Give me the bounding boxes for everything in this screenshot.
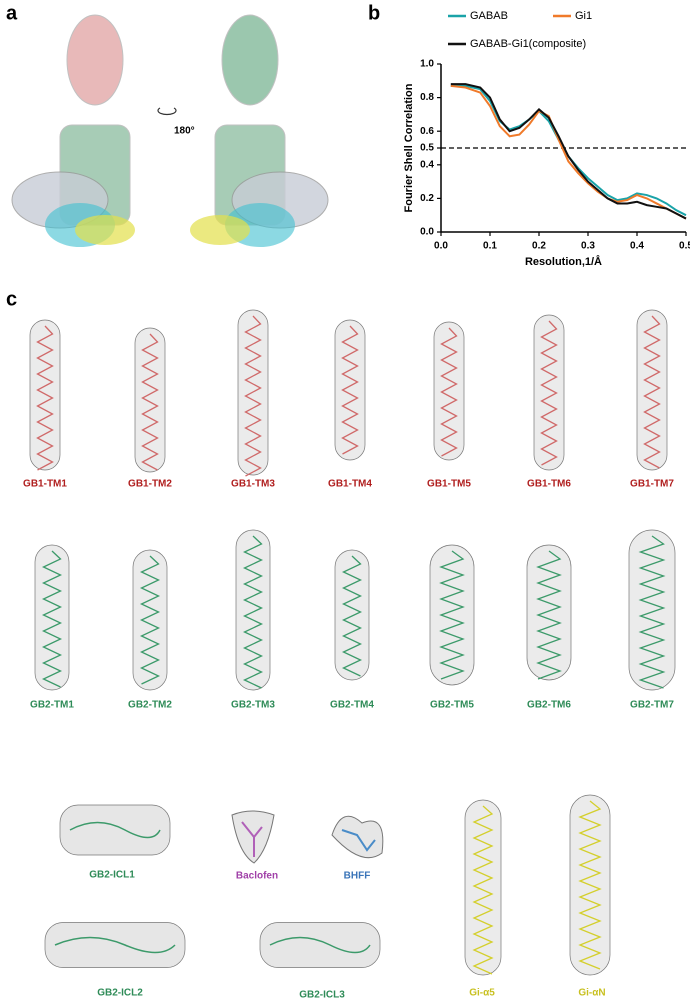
model xyxy=(638,535,666,689)
model xyxy=(643,315,661,469)
model xyxy=(540,320,558,466)
density xyxy=(190,215,250,245)
density xyxy=(433,321,465,461)
density xyxy=(134,327,166,473)
rotation-arrow xyxy=(157,107,177,116)
density xyxy=(636,309,668,471)
rotation-label: 180° xyxy=(174,126,195,137)
model xyxy=(54,936,176,954)
x-tick-label: 0.3 xyxy=(581,241,595,252)
model xyxy=(341,555,363,677)
density xyxy=(66,14,124,106)
density xyxy=(34,544,70,691)
density xyxy=(59,804,171,856)
label: GB2-TM3 xyxy=(231,700,275,711)
y-tick-label: 0.5 xyxy=(420,143,434,154)
model xyxy=(141,333,159,471)
x-tick-label: 0.2 xyxy=(532,241,546,252)
density xyxy=(132,549,168,691)
label: GB2-ICL1 xyxy=(89,870,135,881)
density xyxy=(334,549,370,681)
density xyxy=(44,922,186,968)
model xyxy=(536,550,562,680)
panel-label: b xyxy=(368,2,380,24)
model xyxy=(440,327,458,457)
density xyxy=(628,529,676,691)
x-tick-label: 0.1 xyxy=(483,241,497,252)
panel-label: a xyxy=(6,2,18,24)
model xyxy=(578,800,602,970)
line xyxy=(450,84,687,217)
y-tick-label: 0.8 xyxy=(420,92,434,103)
density xyxy=(526,544,572,681)
y-tick-label: 0.2 xyxy=(420,193,434,204)
model xyxy=(341,829,376,852)
legend-label: GABAB xyxy=(470,10,508,22)
model xyxy=(241,821,263,857)
x-tick-label: 0.5 xyxy=(679,241,690,252)
line xyxy=(450,84,687,220)
density xyxy=(75,215,135,245)
legend-label: Gi1 xyxy=(575,10,592,22)
legend-label: GABAB-Gi1(composite) xyxy=(470,38,586,50)
model xyxy=(36,325,54,471)
density-maps xyxy=(11,14,676,976)
density xyxy=(429,544,475,686)
label: GB1-TM3 xyxy=(231,479,275,490)
x-tick-label: 0.4 xyxy=(630,241,644,252)
y-tick-label: 0.4 xyxy=(420,159,434,170)
label: Baclofen xyxy=(236,871,278,882)
label: GB1-TM7 xyxy=(630,479,674,490)
density xyxy=(259,922,381,968)
line xyxy=(450,83,687,220)
y-tick-label: 0.0 xyxy=(420,227,434,238)
model xyxy=(242,535,264,689)
density xyxy=(464,799,502,976)
model xyxy=(472,805,494,975)
label: GB1-TM4 xyxy=(328,479,372,490)
label: GB1-TM6 xyxy=(527,479,571,490)
panel-label: c xyxy=(6,288,17,310)
label: GB2-ICL2 xyxy=(97,988,143,999)
label: GB1-TM1 xyxy=(23,479,67,490)
label: Gi-αN xyxy=(578,988,605,999)
label: GB2-ICL3 xyxy=(299,990,345,1001)
model xyxy=(69,821,161,839)
label: Gi-α5 xyxy=(469,988,495,999)
label: GB2-TM1 xyxy=(30,700,74,711)
label: BHFF xyxy=(344,871,371,882)
label: GB1-TM5 xyxy=(427,479,471,490)
density xyxy=(334,319,366,461)
label: GB2-TM4 xyxy=(330,700,374,711)
density xyxy=(221,14,279,106)
density xyxy=(533,314,565,471)
y-tick-label: 0.6 xyxy=(420,126,434,137)
model xyxy=(139,555,161,685)
y-tick-label: 1.0 xyxy=(420,59,434,70)
model xyxy=(41,550,63,688)
label: GB2-TM2 xyxy=(128,700,172,711)
density xyxy=(235,529,271,691)
density xyxy=(29,319,61,471)
label: GB2-TM6 xyxy=(527,700,571,711)
label: GB2-TM7 xyxy=(630,700,674,711)
model xyxy=(244,315,262,477)
model xyxy=(269,936,371,954)
label: GB1-TM2 xyxy=(128,479,172,490)
density-labels: GB1-TM1 GB1-TM2 GB1-TM3 GB1-TM4 GB1-TM5 GB1-T… xyxy=(23,479,674,1001)
model xyxy=(341,325,359,455)
x-tick-label: 0.0 xyxy=(434,241,448,252)
label: GB2-TM5 xyxy=(430,700,474,711)
y-axis-label: Fourier Shell Correlation xyxy=(403,83,415,212)
x-axis-label: Resolution,1/Å xyxy=(525,255,602,268)
fsc-chart: 0.0 0.1 0.2 0.3 0.4 0.5 0.0 0.2 0.4 0.5 0.6 0.8 1.0 R… xyxy=(403,10,690,268)
model xyxy=(439,550,465,680)
